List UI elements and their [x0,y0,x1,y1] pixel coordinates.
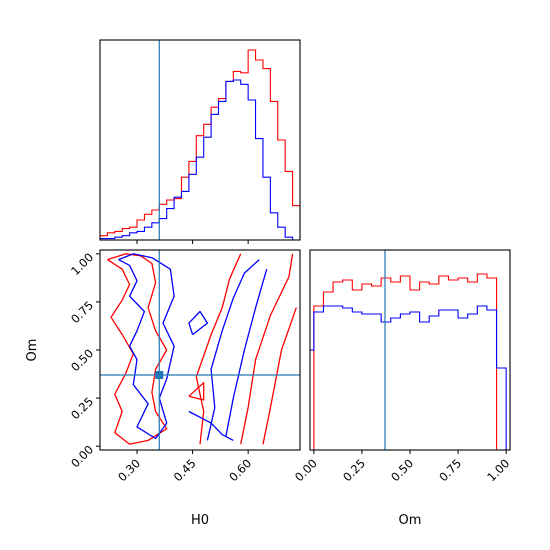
om-histogram-panel [309,249,511,451]
om-histogram-series [310,273,507,450]
contour-blue-0 [118,253,175,440]
contour-red-1 [195,253,242,445]
contour-red-2 [240,253,294,445]
contour-blue-3 [188,410,234,441]
contour-red-0 [107,253,168,445]
om-xtick-label-2: 0.50 [388,456,416,484]
truth-marker [155,371,164,379]
joint-contour-panel [99,249,301,451]
om-ytick-label-3: 0.75 [68,298,96,326]
h0-histogram-frame [99,39,301,241]
contour-blue-4 [188,310,209,336]
om-xtick-label-4: 1.00 [484,456,512,484]
om-yaxis-label: Om [25,339,40,362]
contour-blue-1 [206,259,260,441]
om-ytick-label-2: 0.50 [68,346,96,374]
axes-group: 0.30 0.45 0.60 0.00 0.25 0.50 0.75 1.00 0.00 0.25… [25,250,512,528]
h0-histogram-blue [100,79,300,240]
h0-axis-label: H0 [191,513,209,528]
h0-histogram-panel [99,39,301,244]
om-ytick-label-4: 1.00 [68,250,96,278]
contour-lines [107,253,297,445]
joint-frame [99,249,301,451]
om-xaxis-label: Om [399,513,422,528]
contour-red-3 [262,307,297,445]
om-xtick-label-0: 0.00 [292,456,320,484]
contour-red-4 [188,382,205,401]
om-ytick-label-0: 0.00 [68,442,96,470]
h0-tick-label-1: 0.45 [171,456,199,484]
h0-histogram-red [100,49,300,240]
h0-tick-label-0: 0.30 [115,456,143,484]
om-xtick-label-1: 0.25 [340,456,368,484]
contour-blue-2 [225,269,268,437]
om-xtick-label-3: 0.75 [436,456,464,484]
h0-histogram-series [100,49,300,240]
om-ytick-label-1: 0.25 [68,394,96,422]
om-histogram-red [310,273,507,450]
om-histogram-blue [310,305,507,450]
h0-tick-label-2: 0.60 [226,456,254,484]
